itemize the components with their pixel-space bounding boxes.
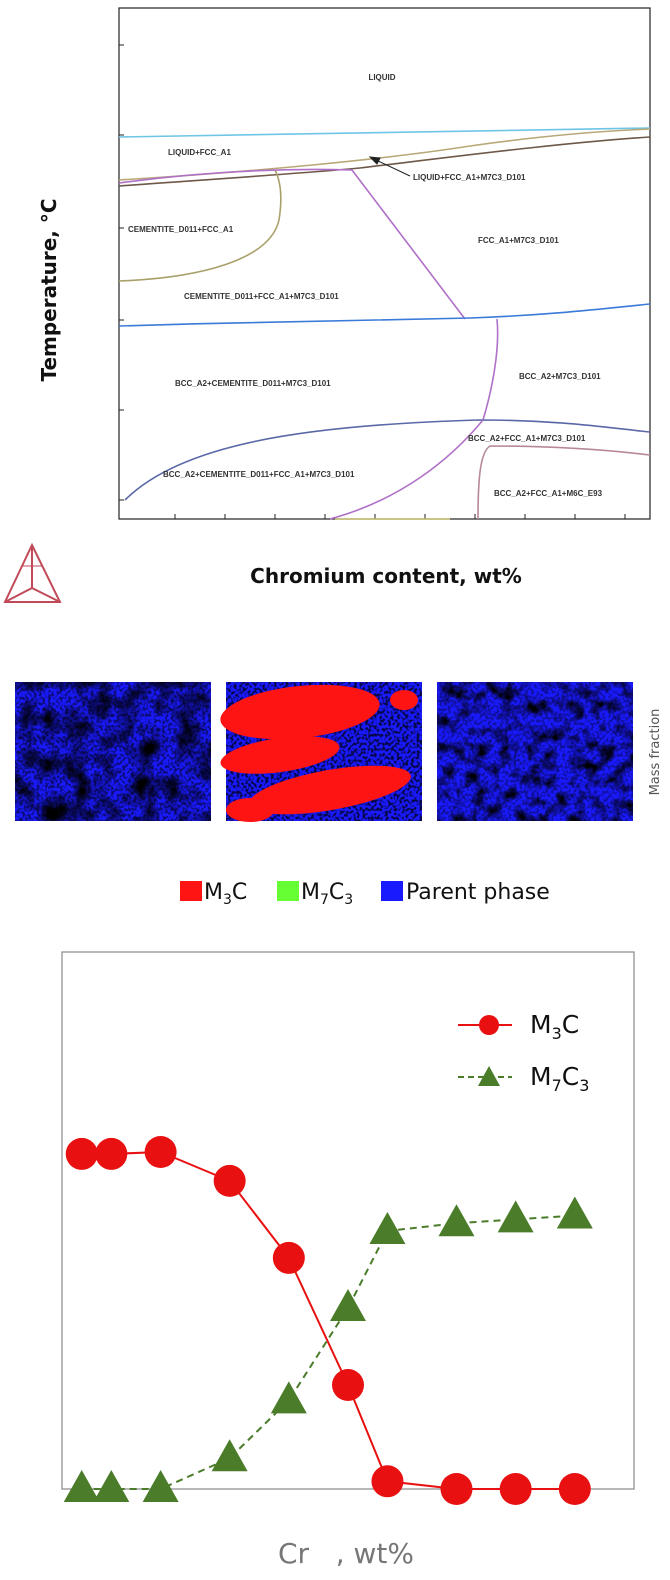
series-line-m7c3 [81, 1214, 575, 1490]
data-point-m7c3 [93, 1470, 130, 1502]
bcc-m7c3-boundary [482, 318, 499, 421]
region-bcc-cementite-m7c3: BCC_A2+CEMENTITE_D011+M7C3_D101 [175, 379, 331, 388]
legend-marker-m7c3 [478, 1066, 500, 1086]
region-cementite-fcc: CEMENTITE_D011+FCC_A1 [128, 225, 234, 234]
region-liquid-fcc-m7c3: LIQUID+FCC_A1+M7C3_D101 [413, 173, 526, 182]
data-point-m7c3 [556, 1196, 593, 1229]
data-point-m7c3 [369, 1211, 406, 1244]
legend-label-m7c3: M7C3 [301, 880, 353, 908]
annotation-arrow [368, 156, 411, 177]
phase-diagram-ylabel: Temperature, °C [37, 198, 61, 381]
phase-diagram-frame [118, 7, 651, 520]
mass-fraction-label: Mass fraction [648, 709, 663, 796]
region-liquid-fcc: LIQUID+FCC_A1 [168, 148, 231, 157]
region-labels: LIQUID LIQUID+FCC_A1 LIQUID+FCC_A1+M7C3_… [128, 73, 603, 498]
data-point-m3c [213, 1164, 246, 1197]
region-fcc-m7c3: FCC_A1+M7C3_D101 [478, 236, 559, 245]
region-bcc-fcc-m7c3: BCC_A2+FCC_A1+M7C3_D101 [468, 434, 586, 443]
m7c3-boundary [351, 169, 466, 320]
m3c-blobs [220, 684, 418, 822]
data-point-m3c [95, 1137, 128, 1170]
data-point-m3c [65, 1137, 98, 1170]
data-point-m3c [144, 1136, 177, 1168]
cementite-fcc-boundary [118, 169, 282, 282]
fraction-chart: M3C M7C3 Cr , wt% [61, 951, 635, 1570]
region-bcc-m7c3: BCC_A2+M7C3_D101 [519, 372, 601, 381]
cementite-lower-boundary [329, 419, 484, 520]
legend-marker-m3c [479, 1015, 499, 1035]
data-point-m3c [332, 1369, 364, 1402]
data-point-m7c3 [330, 1288, 366, 1321]
data-point-m7c3 [142, 1470, 179, 1502]
legend-swatch-m3c [180, 881, 202, 901]
legend-swatch-m7c3 [277, 881, 299, 901]
phase-map-3 [437, 682, 633, 821]
phase-map-legend: M3C M7C3 Parent phase [180, 880, 550, 908]
data-point-m3c [558, 1473, 591, 1505]
data-point-m3c [272, 1241, 305, 1274]
bcc-fcc-boundary [124, 419, 651, 501]
data-point-m3c [371, 1465, 404, 1498]
phase-map-1 [15, 682, 211, 821]
data-point-m3c [499, 1473, 532, 1505]
thermo-calc-triangle-logo [3, 542, 62, 603]
phase-map-2 [220, 682, 422, 822]
chart-marks [63, 1136, 593, 1505]
phase-diagram-xlabel: Chromium content, wt% [250, 564, 522, 588]
liquidus-line [118, 127, 651, 138]
m6c-boundary [477, 445, 651, 520]
data-point-m7c3 [497, 1200, 534, 1233]
legend-series-m3c: M3C [530, 1010, 579, 1043]
phase-maps: Mass fraction M3C M7C3 Parent phase [15, 682, 663, 908]
phase-diagram: LIQUID LIQUID+FCC_A1 LIQUID+FCC_A1+M7C3_… [3, 7, 651, 603]
data-point-m3c [440, 1473, 473, 1505]
data-point-m7c3 [270, 1381, 307, 1414]
data-point-m7c3 [438, 1204, 475, 1237]
region-bcc-fcc-m6c: BCC_A2+FCC_A1+M6C_E93 [494, 489, 603, 498]
cementite-solvus-left [118, 168, 353, 184]
liquid-fcc-lower-line [118, 136, 651, 187]
eutectoid-line [118, 303, 651, 327]
region-liquid: LIQUID [368, 73, 395, 82]
series-line-m3c [81, 1150, 575, 1490]
legend-series-m7c3: M7C3 [530, 1062, 589, 1095]
legend-swatch-parent [381, 881, 403, 901]
region-bcc-cementite-fcc-m7c3: BCC_A2+CEMENTITE_D011+FCC_A1+M7C3_D101 [163, 470, 355, 479]
region-cementite-fcc-m7c3: CEMENTITE_D011+FCC_A1+M7C3_D101 [184, 292, 339, 301]
legend-label-m3c: M3C [204, 880, 247, 908]
data-point-m7c3 [211, 1439, 248, 1472]
chart-xlabel: Cr , wt% [278, 1537, 414, 1570]
phase-diagram-ticks [119, 44, 626, 519]
phase-boundaries [118, 127, 651, 520]
chart-legend: M3C M7C3 [458, 1010, 589, 1095]
legend-label-parent: Parent phase [406, 880, 550, 905]
data-point-m7c3 [63, 1470, 100, 1502]
